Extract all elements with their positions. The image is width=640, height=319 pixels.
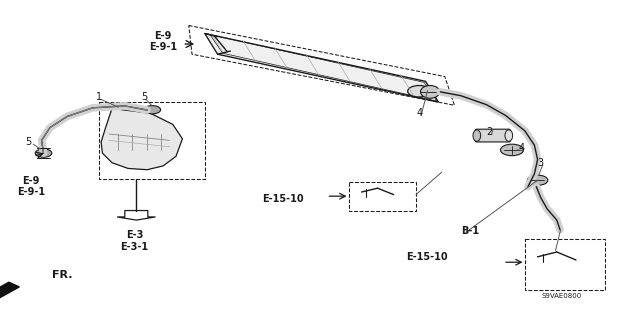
Ellipse shape — [473, 130, 481, 141]
Ellipse shape — [420, 85, 440, 98]
Text: E-9
E-9-1: E-9 E-9-1 — [17, 176, 45, 197]
Circle shape — [408, 85, 431, 97]
Text: E-3
E-3-1: E-3 E-3-1 — [120, 230, 148, 252]
FancyBboxPatch shape — [476, 129, 510, 142]
Circle shape — [500, 144, 524, 156]
Polygon shape — [205, 33, 438, 102]
Text: 3: 3 — [538, 158, 544, 168]
Text: S9VAE0800: S9VAE0800 — [542, 293, 582, 299]
Text: 4: 4 — [416, 108, 422, 118]
Text: 4: 4 — [518, 143, 525, 153]
Text: 1: 1 — [96, 92, 102, 102]
Text: 2: 2 — [486, 127, 493, 137]
Text: E-9
E-9-1: E-9 E-9-1 — [149, 31, 177, 52]
FancyArrow shape — [0, 282, 19, 308]
Polygon shape — [117, 211, 156, 220]
Text: E-15-10: E-15-10 — [406, 252, 448, 262]
Text: 5: 5 — [26, 137, 32, 147]
Circle shape — [527, 175, 548, 185]
Text: FR.: FR. — [52, 270, 73, 280]
Ellipse shape — [505, 130, 513, 141]
Polygon shape — [101, 108, 182, 170]
Circle shape — [35, 149, 52, 157]
Text: E-15-10: E-15-10 — [262, 194, 304, 204]
Text: B-1: B-1 — [461, 226, 479, 236]
Circle shape — [144, 106, 161, 114]
Text: 5: 5 — [141, 92, 147, 102]
